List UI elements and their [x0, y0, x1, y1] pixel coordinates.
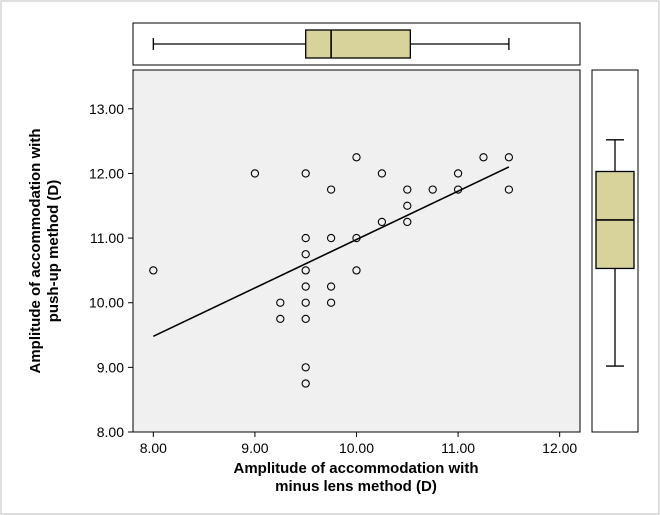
data-point: [403, 185, 412, 194]
data-point: [377, 169, 387, 178]
y-tick-label: 11.00: [90, 230, 124, 246]
y-axis-title-line-2: push-up method (D): [45, 180, 62, 322]
x-tick-label: 8.00: [140, 440, 167, 456]
data-point: [428, 185, 437, 194]
y-tick-label: 9.00: [97, 359, 124, 375]
data-point: [326, 233, 336, 243]
data-point: [352, 266, 361, 275]
x-tick-label: 11.00: [441, 440, 475, 456]
data-point: [301, 250, 310, 259]
data-point: [301, 298, 310, 307]
x-tick-label: 9.00: [241, 440, 268, 456]
data-point: [403, 217, 412, 227]
data-point: [352, 233, 361, 243]
x-axis: 8.00 9.00 10.00 11.00 12.00: [140, 432, 577, 456]
data-point: [504, 153, 514, 162]
data-point: [479, 153, 488, 162]
y-tick-label: 8.00: [97, 424, 124, 440]
y-tick-label: 12.00: [89, 165, 124, 181]
x-axis-title-line-2: minus lens method (D): [275, 478, 437, 495]
data-point: [504, 185, 514, 194]
data-point: [301, 282, 310, 291]
data-point: [276, 314, 285, 324]
x-tick-label: 12.00: [542, 440, 577, 456]
y-axis-title-line-1: Amplitude of accommodation with: [27, 128, 44, 373]
data-point: [301, 314, 310, 324]
data-point: [301, 169, 310, 178]
regression-line-group: [152, 166, 510, 338]
plot-area: [132, 69, 581, 433]
data-point: [453, 185, 463, 194]
y-marginal-boxplot: [595, 139, 635, 367]
x-marginal-boxplot: [152, 29, 510, 59]
x-axis-title-line-1: Amplitude of accommodation with: [233, 460, 478, 477]
x-boxplot-box: [305, 29, 411, 59]
data-point: [301, 266, 310, 275]
data-point: [326, 298, 336, 307]
data-point: [377, 217, 387, 227]
data-point: [403, 201, 412, 210]
data-point: [276, 298, 285, 307]
data-point: [453, 169, 463, 178]
data-point: [326, 185, 336, 194]
data-point: [301, 363, 310, 372]
y-tick-label: 13.00: [89, 101, 124, 117]
data-points: [149, 153, 514, 388]
data-point: [149, 266, 158, 275]
y-axis: 8.00 9.00 10.00 11.00 12.00 13.00: [89, 101, 133, 440]
regression-line: [152, 166, 510, 338]
data-point: [250, 169, 260, 178]
data-point: [301, 233, 310, 243]
data-point: [326, 282, 336, 291]
data-point: [352, 153, 361, 162]
y-tick-label: 10.00: [89, 295, 124, 311]
data-point: [301, 379, 310, 388]
x-tick-label: 10.00: [339, 440, 374, 456]
